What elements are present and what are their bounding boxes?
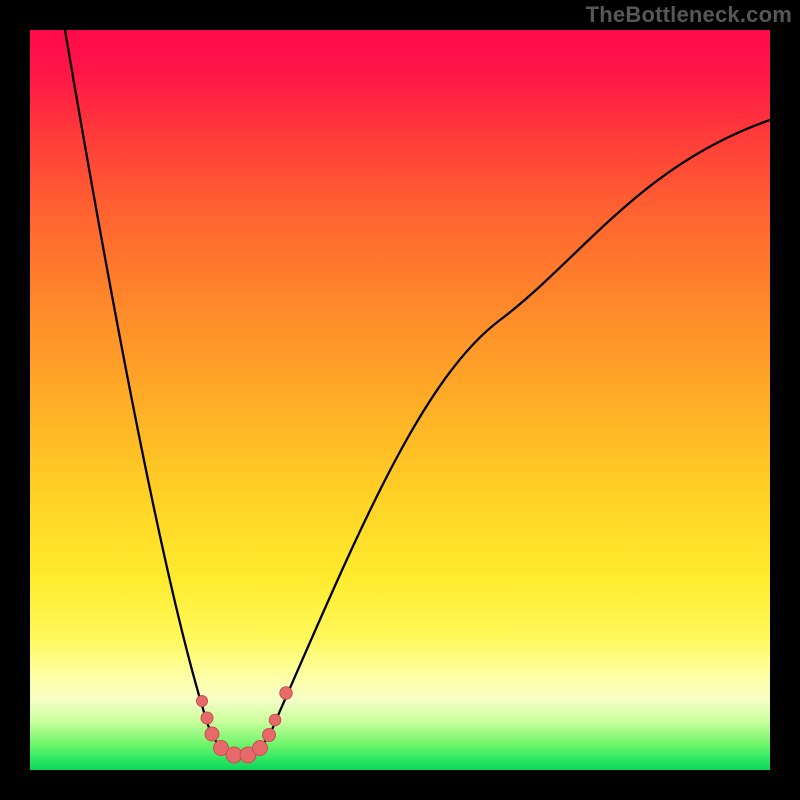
trough-marker: [253, 741, 268, 756]
trough-marker: [205, 727, 219, 741]
bottleneck-chart: [0, 0, 800, 800]
trough-marker: [263, 729, 276, 742]
watermark-text: TheBottleneck.com: [586, 2, 792, 28]
trough-marker: [201, 712, 213, 724]
trough-marker: [269, 714, 281, 726]
trough-marker: [197, 696, 208, 707]
trough-marker: [280, 687, 292, 699]
plot-background-gradient: [30, 30, 770, 770]
